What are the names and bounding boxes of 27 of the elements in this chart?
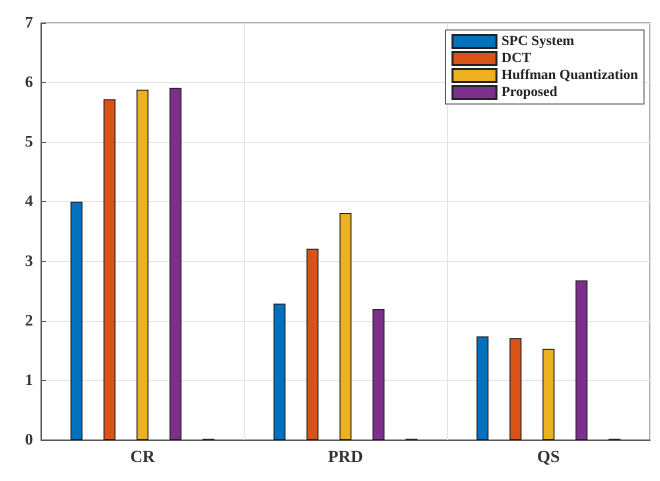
- y-tick-label: 3: [25, 252, 33, 270]
- y-tick-label: 7: [25, 14, 33, 32]
- bar: [542, 348, 554, 440]
- y-tick-label: 2: [25, 312, 33, 330]
- legend-label: Proposed: [501, 85, 558, 100]
- bar: [70, 202, 82, 440]
- y-tick-label: 1: [25, 372, 33, 389]
- y-tick-label: 5: [25, 134, 33, 151]
- x-tick-label: PRD: [328, 447, 363, 466]
- y-tick-label: 4: [25, 193, 33, 210]
- legend-label: DCT: [501, 51, 532, 66]
- bar: [104, 99, 116, 440]
- bar: [340, 213, 352, 440]
- bar: [136, 90, 148, 440]
- bar: [306, 248, 318, 440]
- x-tick-label: QS: [537, 447, 560, 466]
- bar: [476, 336, 488, 440]
- y-tick-label: 6: [25, 74, 33, 92]
- bar: [510, 338, 522, 440]
- bar: [372, 308, 384, 440]
- legend-label: Huffman Quantization: [501, 68, 638, 83]
- y-tick-label: 0: [25, 432, 33, 448]
- x-tick-label: CR: [130, 447, 156, 466]
- bar: [576, 280, 588, 440]
- legend-label: SPC System: [501, 34, 575, 49]
- bar: [170, 88, 182, 440]
- bar: [274, 304, 286, 440]
